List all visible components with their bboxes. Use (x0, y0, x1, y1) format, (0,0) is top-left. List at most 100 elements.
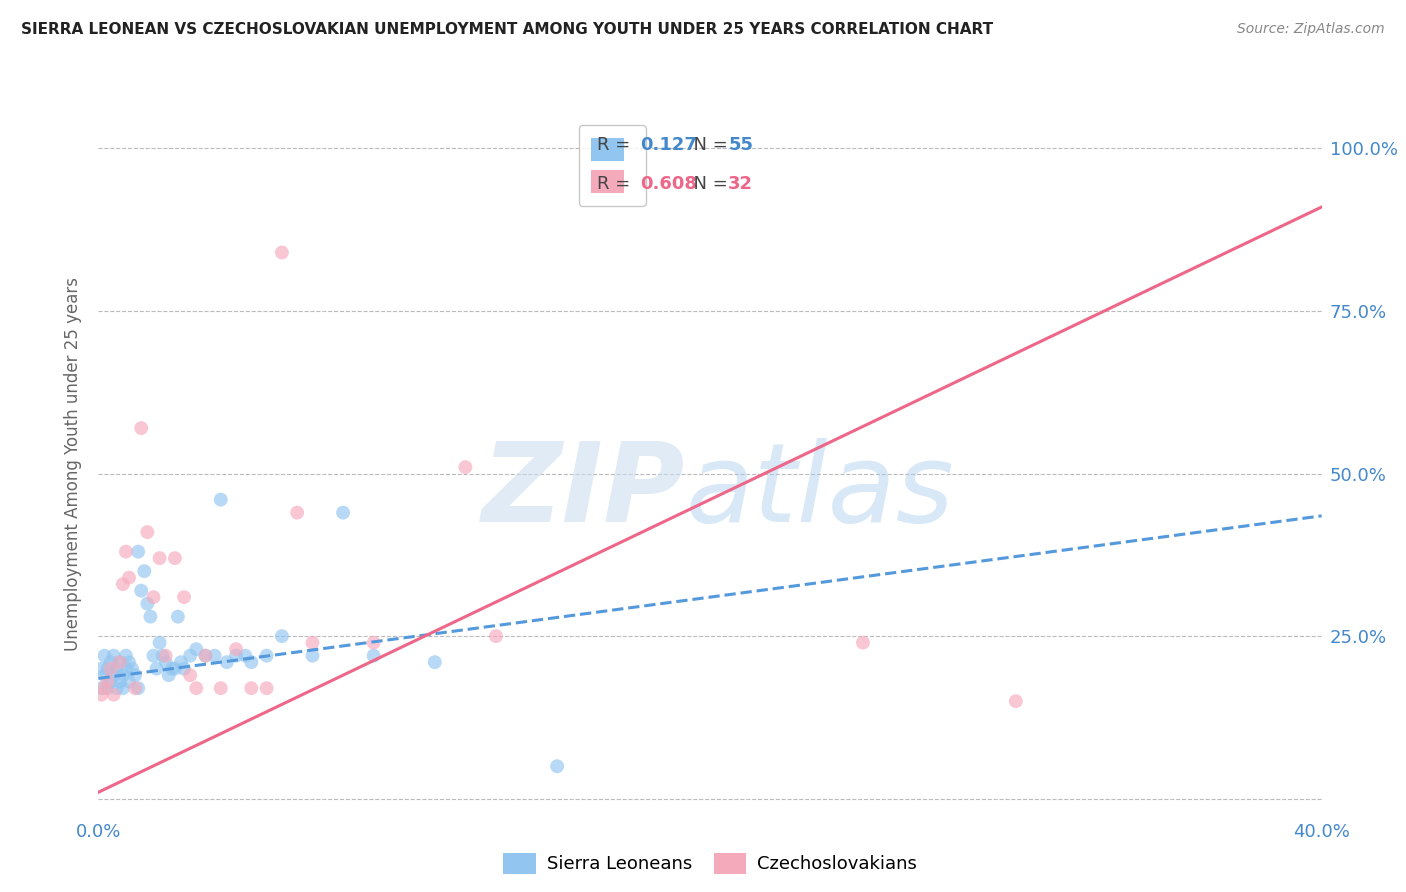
Point (225, 642, 247, 657)
Point (118, 655, 141, 669)
Point (332, 506, 354, 520)
Point (100, 655, 122, 669)
Point (179, 648, 201, 663)
Point (97, 662, 120, 676)
Point (163, 551, 186, 566)
Point (103, 648, 125, 663)
Point (118, 674, 141, 689)
Point (155, 648, 177, 663)
Point (204, 648, 226, 663)
Point (105, 681, 128, 695)
Point (301, 648, 323, 663)
Point (127, 544, 149, 558)
Point (129, 421, 152, 435)
Point (90, 681, 112, 695)
Point (115, 662, 138, 676)
Point (115, 544, 138, 558)
Text: ZIP: ZIP (482, 438, 686, 545)
Point (160, 662, 183, 676)
Point (285, 506, 308, 520)
Point (142, 648, 165, 663)
Point (100, 674, 122, 689)
Text: N =: N = (682, 136, 734, 154)
Point (142, 590, 165, 604)
Point (90, 662, 112, 676)
Point (93, 681, 115, 695)
Point (173, 662, 195, 676)
Point (127, 681, 149, 695)
Point (270, 245, 292, 260)
Point (105, 662, 128, 676)
Text: 55: 55 (728, 136, 754, 154)
Point (179, 668, 201, 682)
Point (209, 681, 232, 695)
Text: atlas: atlas (686, 438, 955, 545)
Point (225, 648, 247, 663)
Point (111, 668, 134, 682)
Point (186, 642, 208, 657)
Point (97, 674, 120, 689)
Point (108, 655, 131, 669)
Point (103, 668, 125, 682)
Point (194, 648, 217, 663)
Point (233, 648, 256, 663)
Point (124, 681, 146, 695)
Point (215, 655, 238, 669)
Legend: Sierra Leoneans, Czechoslovakians: Sierra Leoneans, Czechoslovakians (495, 844, 925, 883)
Point (454, 460, 477, 475)
Point (149, 635, 172, 649)
Point (108, 674, 131, 689)
Text: 0.127: 0.127 (640, 136, 696, 154)
Point (363, 648, 385, 663)
Point (145, 662, 167, 676)
Point (209, 492, 232, 507)
Point (155, 655, 177, 669)
Point (186, 681, 208, 695)
Point (363, 635, 385, 649)
Text: SIERRA LEONEAN VS CZECHOSLOVAKIAN UNEMPLOYMENT AMONG YOUTH UNDER 25 YEARS CORREL: SIERRA LEONEAN VS CZECHOSLOVAKIAN UNEMPL… (21, 22, 993, 37)
Point (170, 655, 193, 669)
Point (301, 635, 323, 649)
Point (136, 597, 159, 611)
Point (111, 577, 134, 591)
Point (546, 759, 568, 773)
Point (157, 668, 180, 682)
Text: 32: 32 (728, 175, 754, 193)
Point (167, 609, 190, 624)
Point (97, 681, 120, 695)
Point (93, 668, 115, 682)
Point (270, 629, 292, 643)
Point (115, 648, 138, 663)
Point (152, 648, 174, 663)
Point (111, 681, 134, 695)
Point (163, 662, 186, 676)
Point (1004, 694, 1026, 708)
Point (485, 629, 508, 643)
Text: N =: N = (682, 175, 734, 193)
Point (240, 655, 263, 669)
Point (240, 681, 263, 695)
Point (423, 655, 446, 669)
Point (100, 662, 122, 676)
Point (90, 688, 112, 702)
Point (93, 648, 115, 663)
Text: Source: ZipAtlas.com: Source: ZipAtlas.com (1237, 22, 1385, 37)
Point (134, 564, 156, 578)
Point (852, 635, 875, 649)
Point (149, 551, 172, 566)
Text: 0.608: 0.608 (640, 175, 696, 193)
Point (103, 688, 125, 702)
Point (173, 590, 195, 604)
Y-axis label: Unemployment Among Youth under 25 years: Unemployment Among Youth under 25 years (65, 277, 83, 651)
Point (139, 609, 162, 624)
Point (124, 668, 146, 682)
Text: R =: R = (598, 136, 637, 154)
Point (256, 648, 278, 663)
Point (256, 681, 278, 695)
Point (108, 655, 131, 669)
Point (118, 571, 141, 585)
Point (129, 583, 152, 598)
Point (194, 648, 217, 663)
Text: R =: R = (598, 175, 637, 193)
Point (136, 525, 159, 540)
